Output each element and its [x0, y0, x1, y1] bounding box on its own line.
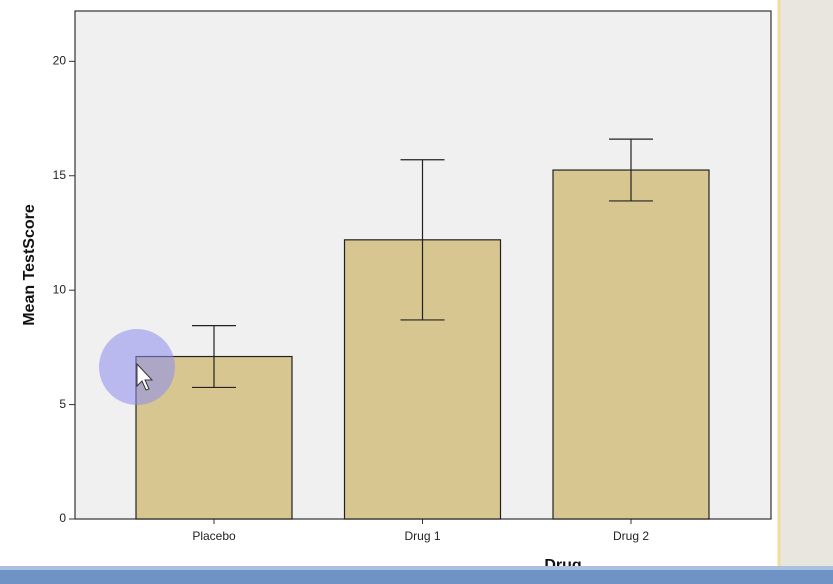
- x-tick-label: Placebo: [192, 529, 236, 543]
- y-tick-label: 20: [53, 54, 67, 68]
- taskbar-highlight: [0, 566, 833, 570]
- y-tick-label: 0: [59, 511, 66, 525]
- x-tick-label: Drug 2: [613, 529, 649, 543]
- taskbar: [0, 566, 833, 584]
- y-tick-label: 5: [59, 397, 66, 411]
- y-axis-title: Mean TestScore: [21, 204, 38, 326]
- bar: [552, 169, 710, 520]
- y-tick-label: 15: [53, 168, 67, 182]
- marks: 0 5 10 15 20 Placebo Drug 1 Drug 2: [53, 54, 710, 543]
- mouse-cursor: [136, 362, 154, 391]
- x-tick-label: Drug 1: [404, 529, 440, 543]
- side-panel: [778, 0, 833, 584]
- y-tick-label: 10: [53, 282, 67, 296]
